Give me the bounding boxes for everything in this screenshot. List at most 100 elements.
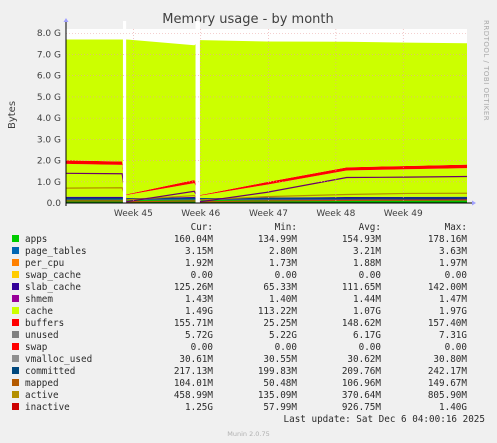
legend-name: per_cpu [25, 258, 65, 269]
legend-max: 30.80M [433, 354, 467, 365]
col-max: Max: [444, 222, 467, 233]
legend-name: shmem [25, 294, 53, 305]
legend-min: 134.99M [257, 234, 297, 245]
legend-cur: 1.49G [185, 306, 213, 317]
legend-max: 1.97M [439, 258, 467, 269]
legend-cur: 0.00 [190, 270, 213, 281]
legend-avg: 370.64M [341, 390, 381, 401]
legend-avg: 3.21M [353, 246, 381, 257]
legend-table: Cur: Min: Avg: Max: apps 160.04M 134.99M 15… [12, 222, 467, 414]
y-tick-label: 0.0 [47, 199, 62, 209]
legend-min: 50.48M [263, 378, 297, 389]
legend-max: 1.97G [439, 306, 467, 317]
legend-name: unused [25, 330, 59, 341]
legend-name: vmalloc_used [25, 354, 93, 365]
legend-row: active 458.99M 135.09M 370.64M 805.90M [12, 390, 467, 402]
legend-name: cache [25, 306, 53, 317]
legend-min: 199.83M [257, 366, 297, 377]
legend-max: 1.40G [439, 402, 467, 413]
legend-swatch [12, 391, 19, 398]
y-tick-label: 7.0 G [37, 50, 61, 60]
legend-row: inactive 1.25G 57.99M 926.75M 1.40G [12, 402, 467, 414]
y-tick-label: 8.0 G [37, 29, 61, 39]
legend-cur: 160.04M [173, 234, 213, 245]
legend-min: 65.33M [263, 282, 297, 293]
y-tick-label: 4.0 G [37, 114, 61, 124]
legend-swatch [12, 343, 19, 350]
legend-row: page_tables 3.15M 2.80M 3.21M 3.63M [12, 246, 467, 258]
legend-name: apps [25, 234, 48, 245]
legend-avg: 0.00 [358, 270, 381, 281]
legend-avg: 111.65M [341, 282, 381, 293]
legend-min: 30.55M [263, 354, 297, 365]
legend-swatch [12, 271, 19, 278]
legend-row: cache 1.49G 113.22M 1.07G 1.97G [12, 306, 467, 318]
data-gap [122, 21, 127, 203]
y-tick-label: 3.0 G [37, 135, 61, 145]
legend-name: committed [25, 366, 76, 377]
legend-min: 1.73M [269, 258, 297, 269]
legend-cur: 1.25G [185, 402, 213, 413]
legend-name: active [25, 390, 59, 401]
legend-cur: 155.71M [173, 318, 213, 329]
legend-row: apps 160.04M 134.99M 154.93M 178.16M [12, 234, 467, 246]
legend-cur: 104.01M [173, 378, 213, 389]
area-buffers [66, 160, 467, 196]
legend-cur: 217.13M [173, 366, 213, 377]
legend-min: 25.25M [263, 318, 297, 329]
legend-swatch [12, 319, 19, 326]
y-tick-label: 2.0 G [37, 157, 61, 167]
legend-min: 0.00 [274, 270, 297, 281]
legend-max: 805.90M [427, 390, 467, 401]
legend-cur: 125.26M [173, 282, 213, 293]
legend-min: 1.40M [269, 294, 297, 305]
legend-max: 142.00M [427, 282, 467, 293]
legend-swatch [12, 379, 19, 386]
legend-row: mapped 104.01M 50.48M 106.96M 149.67M [12, 378, 467, 390]
legend-swatch [12, 259, 19, 266]
area-shmem [66, 196, 467, 199]
col-cur: Cur: [190, 222, 213, 233]
col-min: Min: [274, 222, 297, 233]
y-axis-label: Bytes [7, 101, 18, 129]
legend-avg: 1.88M [353, 258, 381, 269]
legend-min: 113.22M [257, 306, 297, 317]
legend-row: buffers 155.71M 25.25M 148.62M 157.40M [12, 318, 467, 330]
legend-swatch [12, 355, 19, 362]
legend-row: slab_cache 125.26M 65.33M 111.65M 142.00M [12, 282, 467, 294]
x-tick-label: Week 46 [181, 209, 220, 219]
legend-cur: 3.15M [185, 246, 213, 257]
legend-max: 149.67M [427, 378, 467, 389]
legend-max: 157.40M [427, 318, 467, 329]
x-tick-label: Week 48 [316, 209, 355, 219]
legend-avg: 6.17G [353, 330, 381, 341]
legend-row: vmalloc_used 30.61M 30.55M 30.62M 30.80M [12, 354, 467, 366]
legend-min: 2.80M [269, 246, 297, 257]
legend-avg: 148.62M [341, 318, 381, 329]
legend-min: 5.22G [269, 330, 297, 341]
legend-avg: 154.93M [341, 234, 381, 245]
legend-name: page_tables [25, 246, 87, 257]
legend-row: per_cpu 1.92M 1.73M 1.88M 1.97M [12, 258, 467, 270]
x-tick-label: Week 49 [384, 209, 423, 219]
legend-swatch [12, 283, 19, 290]
legend-swatch [12, 331, 19, 338]
legend-avg: 0.00 [358, 342, 381, 353]
legend-max: 3.63M [439, 246, 467, 257]
legend-name: swap_cache [25, 270, 81, 281]
legend-swatch [12, 403, 19, 410]
legend-cur: 5.72G [185, 330, 213, 341]
legend-swatch [12, 247, 19, 254]
legend-swatch [12, 307, 19, 314]
legend-max: 242.17M [427, 366, 467, 377]
legend-cur: 1.43M [185, 294, 213, 305]
rrdtool-credit: RRDTOOL / TOBI OETIKER [482, 20, 490, 121]
legend-cur: 0.00 [190, 342, 213, 353]
legend-swatch [12, 295, 19, 302]
legend-swatch [12, 367, 19, 374]
area-cache [66, 163, 467, 199]
legend-max: 0.00 [444, 342, 467, 353]
y-axis-arrow [63, 18, 69, 22]
legend-cur: 30.61M [179, 354, 213, 365]
legend-swatch [12, 235, 19, 242]
